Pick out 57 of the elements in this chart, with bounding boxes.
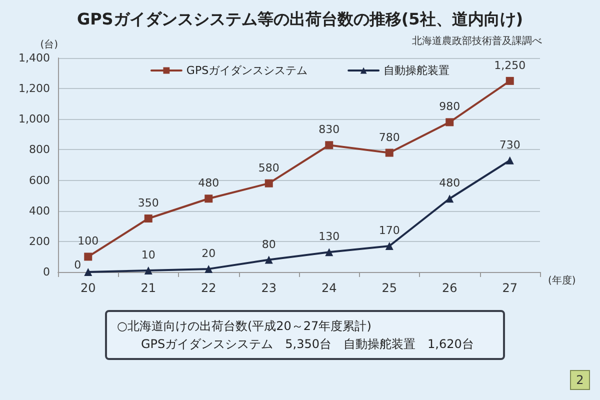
data-label: 580 — [258, 161, 280, 174]
y-tick-label: 200 — [29, 234, 50, 248]
data-label: 100 — [78, 234, 99, 248]
point — [506, 76, 514, 85]
text: 北海道農政部技術普及課調べ — [412, 34, 542, 48]
x-tick-label: 27 — [502, 281, 518, 295]
legend-label: GPSガイダンスシステム — [186, 64, 308, 77]
y-tick-label: 1,000 — [18, 112, 50, 126]
data-label: 730 — [499, 138, 520, 152]
data-label: 0 — [74, 258, 82, 272]
data-label: 980 — [439, 100, 460, 114]
x-tick-label: 25 — [382, 281, 398, 295]
y-tick-label: 1,200 — [18, 82, 50, 96]
point — [325, 248, 334, 256]
data-label: 10 — [141, 248, 156, 262]
data-label: 480 — [439, 176, 460, 190]
legend-label: 自動操舵装置 — [384, 64, 450, 77]
data-label: 130 — [318, 230, 340, 244]
point — [446, 194, 454, 203]
point — [264, 179, 273, 188]
point — [264, 256, 273, 264]
point — [144, 266, 152, 274]
x-tick-label: 24 — [321, 281, 337, 295]
point — [144, 214, 152, 222]
x-tick-label: 23 — [261, 281, 277, 295]
point — [84, 268, 92, 276]
data-label: 480 — [198, 176, 220, 190]
y-tick-label: 400 — [29, 204, 50, 218]
point — [446, 118, 454, 126]
x-axis-title: (年度) — [548, 274, 576, 286]
data-label: 80 — [262, 238, 276, 251]
text: ○北海道向けの出荷台数(平成20～27年度累計) — [117, 318, 372, 335]
data-label: 830 — [318, 123, 340, 136]
y-axis-title: (台) — [40, 38, 58, 50]
x-tick-label: 21 — [140, 281, 156, 295]
data-label: 170 — [378, 224, 400, 238]
point — [204, 264, 213, 273]
point — [325, 141, 334, 150]
x-tick-label: 20 — [80, 281, 96, 295]
point — [506, 156, 514, 164]
y-tick-label: 1,400 — [18, 52, 50, 64]
data-label: 780 — [378, 130, 400, 144]
chart-title: GPSガイダンスシステム等の出荷台数の推移(5社、道内向け) — [76, 10, 524, 28]
y-tick-label: 800 — [29, 143, 50, 156]
point — [385, 242, 394, 250]
text: GPSガイダンスシステム 5,350台 自動操舵装置 1,620台 — [140, 336, 475, 353]
point — [84, 252, 92, 261]
data-label: 1,250 — [494, 58, 526, 72]
data-label: 350 — [138, 196, 159, 210]
x-tick-label: 22 — [200, 281, 216, 295]
x-tick-label: 26 — [442, 281, 458, 295]
point — [204, 194, 213, 203]
text: 2 — [570, 370, 590, 390]
data-label: 20 — [202, 246, 216, 260]
point — [385, 148, 394, 157]
y-tick-label: 600 — [29, 174, 50, 187]
y-tick-label: 0 — [43, 266, 50, 278]
